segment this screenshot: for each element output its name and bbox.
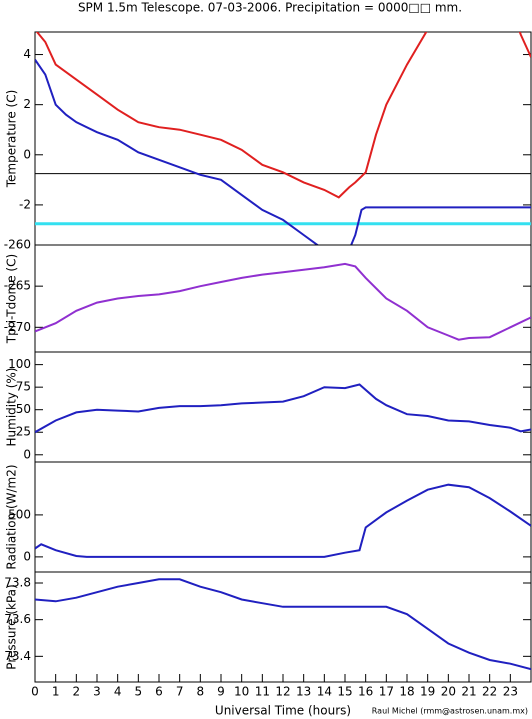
x-tick-label: 18 — [399, 685, 414, 699]
y-tick-label: 73.6 — [4, 612, 31, 626]
y-tick-label: 4 — [23, 47, 31, 61]
series-line — [35, 262, 531, 341]
plot-frame — [34, 351, 532, 463]
y-tick-label: 25 — [16, 425, 31, 439]
x-tick-label: 11 — [255, 685, 270, 699]
y-tick-label: 75 — [16, 380, 31, 394]
x-tick-label: 10 — [234, 685, 249, 699]
x-tick-label: 16 — [358, 685, 373, 699]
x-tick-label: 19 — [420, 685, 435, 699]
series-line — [35, 578, 531, 671]
y-axis-label: Pressure (kPa) — [5, 584, 19, 669]
x-tick-label: 20 — [441, 685, 456, 699]
plot-frame — [34, 244, 532, 353]
y-tick-label: 100 — [8, 357, 31, 371]
y-tick-label: -270 — [4, 320, 31, 334]
x-tick-label: 14 — [317, 685, 332, 699]
plot-frame — [34, 31, 532, 246]
y-tick-label: 50 — [16, 402, 31, 416]
credit: Raul Michel (rmm@astrosen.unam.mx) — [372, 707, 528, 716]
x-tick-label: 5 — [135, 685, 143, 699]
x-tick-label: 22 — [482, 685, 497, 699]
y-tick-label: 0 — [23, 549, 31, 563]
x-tick-label: 8 — [197, 685, 205, 699]
y-axis-label: Temperature (C) — [5, 90, 19, 189]
series-line — [35, 32, 531, 199]
y-axis-label: Humidity (%) — [5, 368, 19, 447]
series-line — [35, 383, 531, 434]
x-tick-label: 13 — [296, 685, 311, 699]
x-tick-label: 15 — [337, 685, 352, 699]
x-tick-label: 12 — [275, 685, 290, 699]
x-tick-label: 2 — [73, 685, 81, 699]
x-tick-label: 17 — [379, 685, 394, 699]
y-tick-label: 73.8 — [4, 576, 31, 590]
x-tick-label: 21 — [461, 685, 476, 699]
series-line — [35, 483, 531, 558]
y-tick-label: -2 — [19, 197, 31, 211]
y-axis-label: Tpri-Tdome (C) — [5, 254, 19, 344]
x-tick-label: 1 — [52, 685, 60, 699]
x-tick-label: 7 — [176, 685, 184, 699]
chart-title: SPM 1.5m Telescope. 07-03-2006. Precipit… — [78, 1, 462, 15]
plot-frame — [34, 461, 532, 573]
x-axis-label: Universal Time (hours) — [215, 704, 351, 718]
x-tick-label: 23 — [503, 685, 518, 699]
y-tick-label: 0 — [23, 147, 31, 161]
x-tick-label: 9 — [217, 685, 225, 699]
y-axis-label: Radiation (W/m2) — [5, 464, 19, 569]
y-tick-label: 500 — [8, 507, 31, 521]
x-tick-label: 0 — [31, 685, 39, 699]
x-tick-label: 4 — [114, 685, 122, 699]
x-tick-label: 6 — [155, 685, 163, 699]
y-tick-label: 73.4 — [4, 649, 31, 663]
y-tick-label: -265 — [4, 279, 31, 293]
y-tick-label: 0 — [23, 447, 31, 461]
y-tick-label: 2 — [23, 97, 31, 111]
series-line — [35, 59, 531, 245]
y-tick-label: -260 — [4, 238, 31, 252]
x-tick-label: 3 — [93, 685, 101, 699]
